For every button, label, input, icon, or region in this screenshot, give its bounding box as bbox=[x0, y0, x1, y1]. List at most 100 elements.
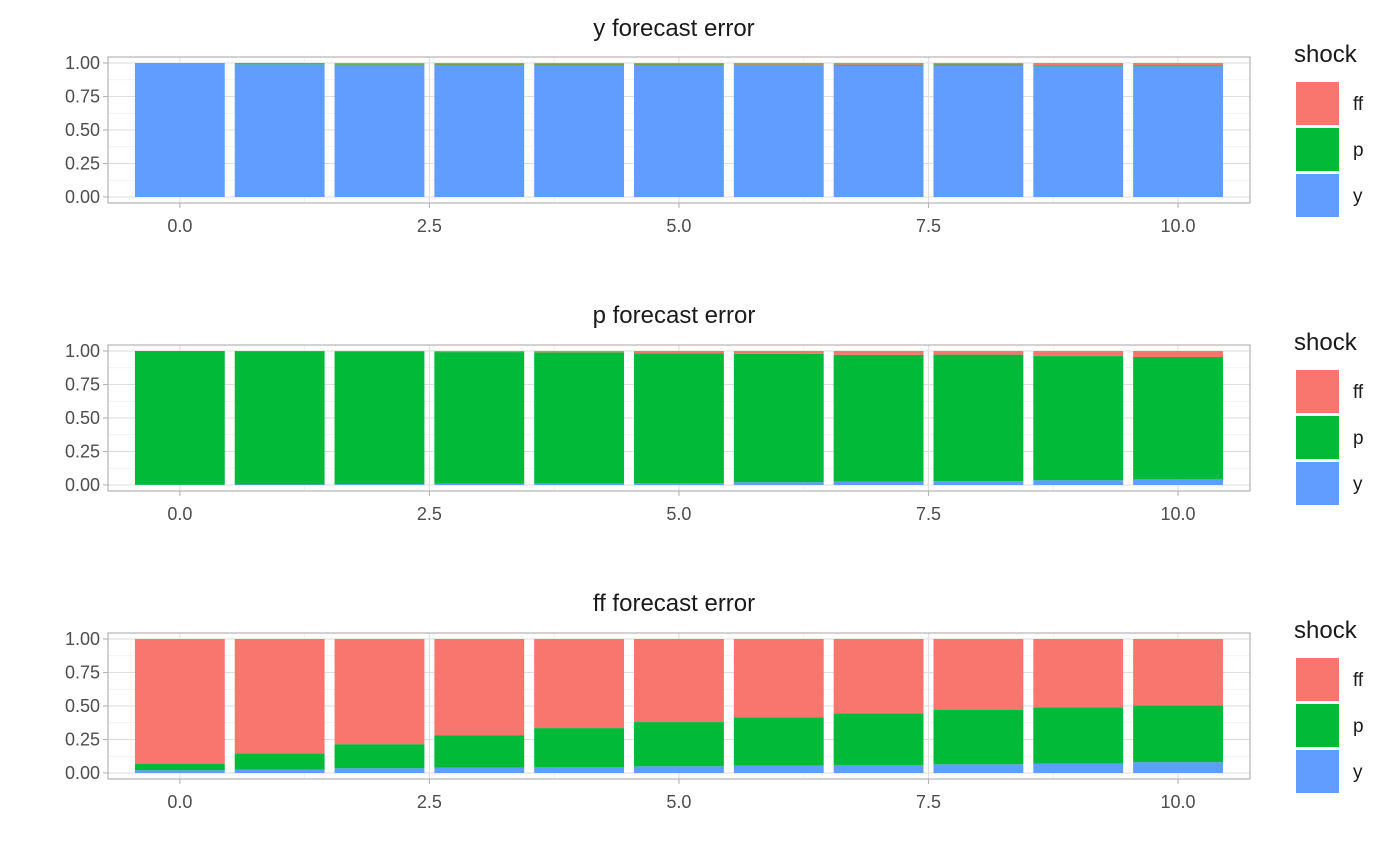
x-tick-label: 5.0 bbox=[666, 216, 691, 236]
bar-ff-1 bbox=[234, 639, 325, 754]
bar-p-9 bbox=[1033, 707, 1124, 764]
bar-p-3 bbox=[434, 352, 525, 484]
y-tick-label: 0.00 bbox=[65, 763, 100, 783]
bar-p-6 bbox=[733, 717, 824, 766]
y-tick-label: 1.00 bbox=[65, 53, 100, 73]
bar-y-3 bbox=[434, 65, 525, 197]
bar-p-2 bbox=[334, 64, 425, 66]
bar-y-3 bbox=[434, 767, 525, 773]
legend-key-ff bbox=[1296, 658, 1339, 701]
bar-p-4 bbox=[534, 352, 625, 484]
bar-p-10 bbox=[1133, 65, 1223, 67]
bar-ff-5 bbox=[634, 63, 724, 65]
bar-y-2 bbox=[334, 768, 425, 773]
bar-p-9 bbox=[1033, 356, 1124, 481]
legend: shock ff p y bbox=[1294, 329, 1364, 505]
bar-y-4 bbox=[534, 65, 625, 197]
legend: shock ff p y bbox=[1294, 617, 1364, 793]
bar-y-7 bbox=[833, 65, 924, 198]
bar-ff-9 bbox=[1033, 63, 1124, 66]
y-tick-label: 0.25 bbox=[65, 442, 100, 462]
bar-ff-5 bbox=[634, 351, 724, 354]
bar-p-6 bbox=[733, 64, 824, 66]
bar-ff-2 bbox=[334, 639, 425, 745]
y-tick-label: 0.25 bbox=[65, 730, 100, 750]
x-tick-label: 0.0 bbox=[167, 792, 192, 812]
bar-p-0 bbox=[134, 763, 225, 771]
bar-ff-9 bbox=[1033, 351, 1124, 357]
legend-label-y: y bbox=[1353, 762, 1363, 783]
legend-key-y bbox=[1296, 750, 1339, 793]
bar-ff-2 bbox=[334, 351, 425, 352]
bar-p-5 bbox=[634, 353, 724, 483]
legend-label-ff: ff bbox=[1353, 670, 1364, 691]
bar-y-8 bbox=[933, 65, 1024, 198]
legend-key-y bbox=[1296, 462, 1339, 505]
bar-y-10 bbox=[1133, 762, 1223, 773]
y-tick-label: 0.75 bbox=[65, 375, 100, 395]
bar-ff-6 bbox=[733, 351, 824, 354]
y-tick-label: 0.50 bbox=[65, 120, 100, 140]
bar-p-2 bbox=[334, 351, 425, 485]
legend-key-p bbox=[1296, 416, 1339, 459]
bar-ff-4 bbox=[534, 63, 625, 65]
x-tick-label: 10.0 bbox=[1161, 216, 1196, 236]
panel-2: p forecast error 0.00 0.25 0.50 0.75 1.00 0.0 2… bbox=[65, 302, 1364, 524]
x-tick-label: 7.5 bbox=[916, 504, 941, 524]
bar-p-8 bbox=[933, 64, 1024, 66]
bar-p-2 bbox=[334, 744, 425, 769]
bar-ff-0 bbox=[134, 639, 225, 764]
bar-y-8 bbox=[933, 764, 1024, 773]
bar-ff-10 bbox=[1133, 351, 1223, 358]
y-tick-label: 0.00 bbox=[65, 475, 100, 495]
bar-y-4 bbox=[534, 766, 625, 773]
x-tick-label: 10.0 bbox=[1161, 504, 1196, 524]
y-tick-label: 0.75 bbox=[65, 663, 100, 683]
bar-p-7 bbox=[833, 354, 924, 482]
legend-key-p bbox=[1296, 704, 1339, 747]
bar-ff-5 bbox=[634, 639, 724, 723]
bar-ff-10 bbox=[1133, 63, 1223, 66]
bar-y-10 bbox=[1133, 479, 1223, 485]
y-tick-label: 0.00 bbox=[65, 187, 100, 207]
legend-label-ff: ff bbox=[1353, 94, 1364, 115]
bar-ff-2 bbox=[334, 63, 425, 65]
x-tick-label: 7.5 bbox=[916, 792, 941, 812]
bar-ff-7 bbox=[833, 639, 924, 714]
legend-label-y: y bbox=[1353, 474, 1363, 495]
bar-p-4 bbox=[534, 64, 625, 66]
bar-y-7 bbox=[833, 481, 924, 485]
bar-ff-8 bbox=[933, 351, 1024, 355]
legend-title: shock bbox=[1294, 617, 1358, 644]
bar-p-1 bbox=[234, 63, 325, 65]
legend-title: shock bbox=[1294, 41, 1358, 68]
bar-y-0 bbox=[134, 63, 225, 197]
x-tick-label: 7.5 bbox=[916, 216, 941, 236]
x-tick-label: 0.0 bbox=[167, 216, 192, 236]
legend-title: shock bbox=[1294, 329, 1358, 356]
bar-p-0 bbox=[134, 351, 225, 485]
bar-p-10 bbox=[1133, 357, 1223, 480]
bar-y-4 bbox=[534, 483, 625, 485]
bar-ff-3 bbox=[434, 63, 525, 65]
bar-p-5 bbox=[634, 64, 724, 66]
bar-y-1 bbox=[234, 64, 325, 197]
x-tick-label: 5.0 bbox=[666, 504, 691, 524]
bar-ff-6 bbox=[733, 63, 824, 65]
bar-ff-10 bbox=[1133, 639, 1223, 706]
y-tick-label: 0.50 bbox=[65, 408, 100, 428]
bar-y-1 bbox=[234, 769, 325, 773]
bar-p-7 bbox=[833, 64, 924, 66]
bar-p-7 bbox=[833, 713, 924, 765]
x-tick-label: 0.0 bbox=[167, 504, 192, 524]
legend-key-p bbox=[1296, 128, 1339, 171]
bar-p-3 bbox=[434, 735, 525, 768]
bar-ff-8 bbox=[933, 639, 1024, 711]
chart-title: p forecast error bbox=[593, 302, 756, 329]
bar-y-8 bbox=[933, 481, 1024, 485]
x-tick-label: 2.5 bbox=[417, 792, 442, 812]
legend-label-ff: ff bbox=[1353, 382, 1364, 403]
bar-ff-6 bbox=[733, 639, 824, 718]
bar-p-4 bbox=[534, 728, 625, 767]
